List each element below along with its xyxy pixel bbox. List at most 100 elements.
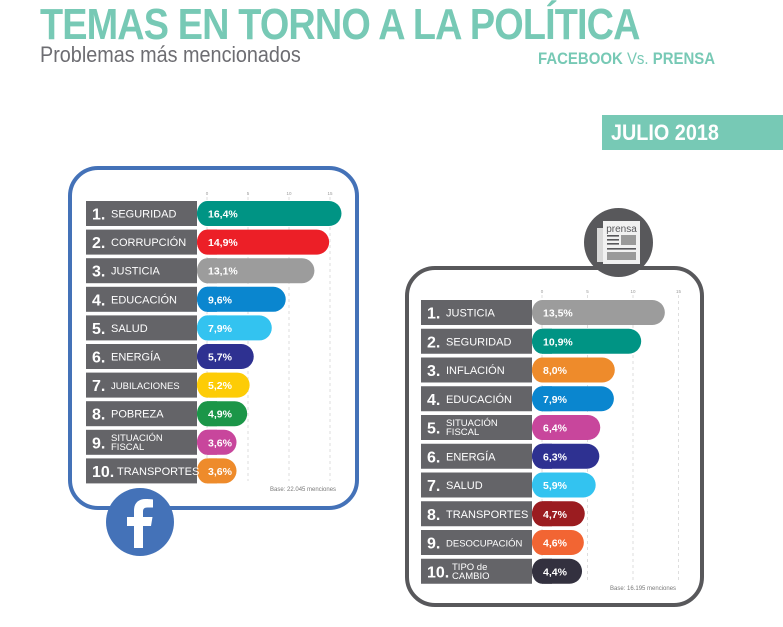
rank-label: 1. <box>427 306 440 323</box>
page-subtitle: Problemas más mencionados <box>40 42 301 67</box>
bar-cap-fill <box>542 300 552 325</box>
value-label: 5,9% <box>543 480 568 492</box>
comparison-right: PRENSA <box>652 49 716 68</box>
rank-label: 8. <box>427 507 440 524</box>
category-label: SEGURIDAD <box>111 209 176 221</box>
value-label: 8,0% <box>543 365 568 377</box>
category-label: JUSTICIA <box>111 266 161 278</box>
bar-cap-fill <box>542 558 552 584</box>
value-label: 4,9% <box>208 409 233 421</box>
x-tick-label: 5 <box>586 289 589 294</box>
bar-cap-fill <box>207 458 217 484</box>
rank-label: 5. <box>92 321 105 338</box>
bar-cap-fill <box>542 472 552 498</box>
bar-row: 8. POBREZA 4,9% <box>86 401 248 427</box>
x-tick-label: 10 <box>630 289 636 294</box>
facebook-chart: 0 5 10 15 1. SEGURIDAD 16,4% 2. CORRUPCIÓN 14,9% 3… <box>86 191 342 484</box>
label-background <box>421 530 532 555</box>
bar <box>197 229 330 255</box>
category-label: SEGURIDAD <box>446 336 511 348</box>
label-background <box>86 372 197 398</box>
bar-cap-fill <box>542 501 552 527</box>
bar-cap-fill <box>207 258 217 284</box>
value-label: 7,9% <box>543 394 568 406</box>
rank-label: 7. <box>427 478 440 495</box>
bar <box>532 386 614 412</box>
category-label-line2: FISCAL <box>446 427 479 438</box>
category-label-line2: FISCAL <box>111 442 144 453</box>
value-label: 9,6% <box>208 294 233 306</box>
bar-cap-fill <box>207 372 217 398</box>
category-label: SALUD <box>446 480 483 492</box>
press-chart: 0 5 10 15 1. JUSTICIA 13,5% 2. SEGURIDAD 10,9% 3. I… <box>421 289 681 584</box>
x-tick-label: 0 <box>206 191 209 196</box>
press-base-note: Base: 16.195 menciones <box>610 586 677 592</box>
label-background <box>421 443 532 469</box>
label-background <box>421 357 532 383</box>
x-tick-label: 5 <box>247 191 250 196</box>
category-label: EDUCACIÓN <box>446 393 512 406</box>
rank-label: 2. <box>427 334 440 351</box>
category-label: TIPO de <box>452 562 487 573</box>
label-background <box>86 315 197 341</box>
category-label: SITUACIÓN <box>111 433 163 444</box>
value-label: 4,6% <box>543 538 568 550</box>
rank-label: 10. <box>92 464 114 481</box>
comparison-left: FACEBOOK <box>538 49 623 68</box>
facebook-icon <box>106 488 174 556</box>
comparison-mid: Vs. <box>626 49 649 68</box>
page-title: TEMAS EN TORNO A LA POLÍTICA <box>40 0 640 49</box>
category-label: JUBILACIONES <box>111 381 180 392</box>
category-label: ENERGÍA <box>446 450 496 463</box>
rank-label: 6. <box>92 350 105 367</box>
label-background <box>86 401 197 427</box>
value-label: 16,4% <box>208 209 238 221</box>
bar-row: 7. JUBILACIONES 5,2% <box>86 372 250 398</box>
category-label: INFLACIÓN <box>446 364 505 377</box>
label-background <box>421 415 532 440</box>
bar <box>532 328 642 354</box>
bar-cap-fill <box>207 429 217 455</box>
value-label: 5,7% <box>208 352 233 364</box>
label-background <box>86 201 197 226</box>
bar-row: 3. JUSTICIA 13,1% <box>86 258 315 284</box>
category-label-line2: CAMBIO <box>452 571 489 582</box>
category-label: JUSTICIA <box>446 308 496 320</box>
x-tick-label: 15 <box>327 191 333 196</box>
bar <box>532 300 665 325</box>
bar-cap-fill <box>207 229 217 255</box>
period-label: JULIO 2018 <box>611 120 719 145</box>
bar-row: 6. ENERGÍA 6,3% <box>421 443 600 469</box>
rank-label: 2. <box>92 235 105 252</box>
bar-row: 5. SALUD 7,9% <box>86 315 272 341</box>
rank-label: 3. <box>427 363 440 380</box>
category-label: DESOCUPACIÓN <box>446 539 523 550</box>
bar-cap-fill <box>542 530 552 555</box>
label-background <box>421 328 532 354</box>
label-background <box>421 472 532 498</box>
value-label: 6,4% <box>543 423 568 435</box>
value-label: 4,7% <box>543 509 568 521</box>
svg-text:prensa: prensa <box>606 224 637 235</box>
x-tick-label: 15 <box>676 289 682 294</box>
bar <box>532 357 615 383</box>
rank-label: 8. <box>92 407 105 424</box>
value-label: 7,9% <box>208 323 233 335</box>
bar-cap-fill <box>207 401 217 427</box>
bar-row: 4. EDUCACIÓN 7,9% <box>421 386 614 412</box>
rank-label: 4. <box>427 392 440 409</box>
rank-label: 1. <box>92 207 105 224</box>
bar-row: 3. INFLACIÓN 8,0% <box>421 357 615 383</box>
x-tick-label: 0 <box>541 289 544 294</box>
bar-cap-fill <box>207 344 217 369</box>
bar-row: 1. JUSTICIA 13,5% <box>421 300 665 325</box>
value-label: 13,5% <box>543 308 573 320</box>
bar-row: 6. ENERGÍA 5,7% <box>86 344 254 369</box>
label-background <box>86 344 197 369</box>
category-label: SALUD <box>111 323 148 335</box>
rank-label: 9. <box>92 435 105 452</box>
category-label: CORRUPCIÓN <box>111 236 186 249</box>
bar-cap-fill <box>542 328 552 354</box>
